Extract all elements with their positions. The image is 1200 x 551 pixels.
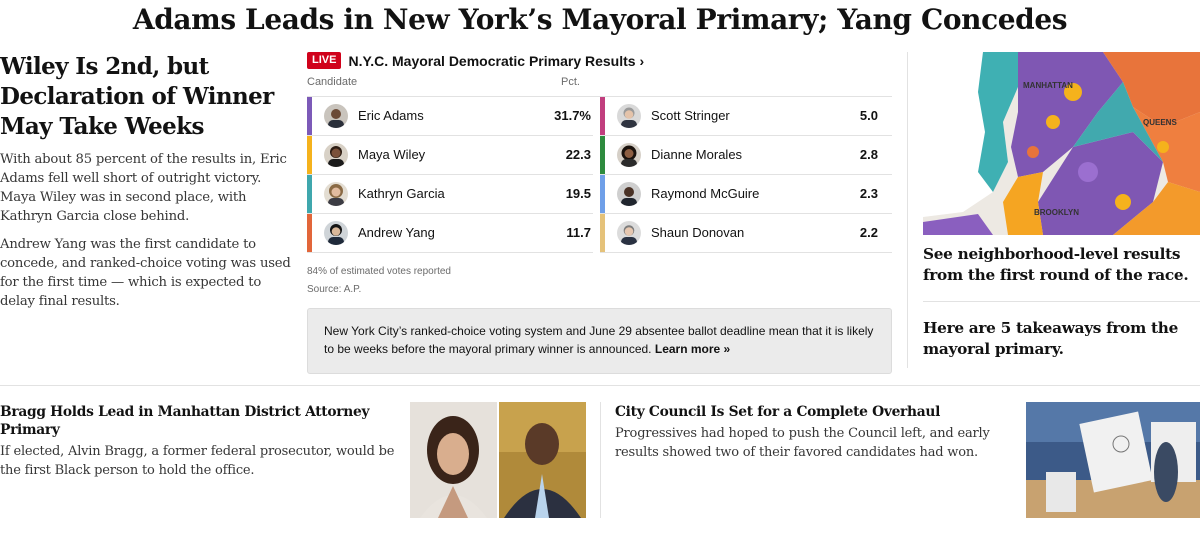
candidate-row: Maya Wiley 22.3	[307, 136, 593, 175]
candidate-name: Shaun Donovan	[651, 225, 744, 240]
candidate-row: Raymond McGuire 2.3	[600, 175, 892, 214]
story-summary: If elected, Alvin Bragg, a former federa…	[0, 442, 396, 480]
candidate-row: Eric Adams 31.7%	[307, 97, 593, 136]
results-heading[interactable]: N.Y.C. Mayoral Democratic Primary Result…	[348, 53, 644, 69]
live-badge: LIVE	[307, 52, 341, 69]
ranked-choice-notice: New York City’s ranked-choice voting sys…	[307, 308, 892, 374]
results-map[interactable]: MANHATTAN QUEENS BROOKLYN	[923, 52, 1200, 235]
story-city-council-photo[interactable]	[1026, 402, 1200, 518]
sidebar-divider	[923, 301, 1200, 302]
candidate-avatar	[324, 104, 348, 128]
page-headline[interactable]: Adams Leads in New York’s Mayoral Primar…	[0, 0, 1200, 40]
lead-story-summary: With about 85 percent of the results in,…	[0, 150, 296, 226]
learn-more-link[interactable]: Learn more »	[655, 342, 730, 356]
candidate-row: Shaun Donovan 2.2	[600, 214, 892, 253]
candidate-name: Raymond McGuire	[651, 186, 759, 201]
results-table: Eric Adams 31.7% Maya Wiley 22.3 Kathryn…	[307, 96, 892, 253]
candidate-row: Kathryn Garcia 19.5	[307, 175, 593, 214]
map-label-brooklyn: BROOKLYN	[1034, 208, 1079, 217]
story-summary: Progressives had hoped to push the Counc…	[615, 424, 1015, 462]
candidate-pct: 2.3	[860, 186, 878, 201]
pct-column-header: Pct.	[561, 76, 580, 88]
results-column-right: Scott Stringer 5.0 Dianne Morales 2.8 Ra…	[600, 97, 892, 253]
results-title-link[interactable]: LIVE N.Y.C. Mayoral Democratic Primary R…	[307, 52, 892, 69]
candidate-avatar	[617, 104, 641, 128]
candidate-avatar	[324, 182, 348, 206]
candidate-name: Maya Wiley	[358, 147, 425, 162]
lead-story-title[interactable]: Wiley Is 2nd, but Declaration of Winner …	[0, 52, 296, 142]
results-column-headers: Candidate Pct.	[307, 74, 892, 96]
candidate-color-swatch	[600, 214, 605, 252]
results-widget: LIVE N.Y.C. Mayoral Democratic Primary R…	[307, 52, 892, 374]
candidate-pct: 2.2	[860, 225, 878, 240]
story-city-council[interactable]: City Council Is Set for a Complete Overh…	[615, 403, 1015, 462]
candidate-row: Andrew Yang 11.7	[307, 214, 593, 253]
neighborhood-results-link[interactable]: See neighborhood-level results from the …	[923, 244, 1200, 286]
candidate-pct: 2.8	[860, 147, 878, 162]
results-column-left: Eric Adams 31.7% Maya Wiley 22.3 Kathryn…	[307, 97, 593, 253]
candidate-color-swatch	[600, 97, 605, 135]
candidate-avatar	[617, 143, 641, 167]
candidate-name: Kathryn Garcia	[358, 186, 445, 201]
candidate-name: Eric Adams	[358, 108, 424, 123]
story-divider	[600, 402, 601, 518]
candidate-color-swatch	[307, 136, 312, 174]
candidate-color-swatch	[307, 175, 312, 213]
notice-text: New York City’s ranked-choice voting sys…	[324, 324, 873, 356]
column-divider	[907, 52, 908, 368]
section-divider	[0, 385, 1200, 386]
candidate-pct: 31.7%	[554, 108, 591, 123]
candidate-name: Dianne Morales	[651, 147, 742, 162]
map-label-manhattan: MANHATTAN	[1023, 81, 1073, 90]
candidate-color-swatch	[307, 214, 312, 252]
candidate-pct: 5.0	[860, 108, 878, 123]
lead-story-summary-2: Andrew Yang was the first candidate to c…	[0, 235, 296, 311]
map-label-queens: QUEENS	[1143, 118, 1177, 127]
results-source: Source: A.P.	[307, 281, 892, 299]
candidate-pct: 19.5	[566, 186, 591, 201]
story-bragg[interactable]: Bragg Holds Lead in Manhattan District A…	[0, 403, 396, 480]
candidate-color-swatch	[600, 175, 605, 213]
candidate-avatar	[617, 221, 641, 245]
candidate-name: Andrew Yang	[358, 225, 435, 240]
candidate-pct: 22.3	[566, 147, 591, 162]
candidate-color-swatch	[600, 136, 605, 174]
candidate-avatar	[617, 182, 641, 206]
story-bragg-photo[interactable]	[410, 402, 586, 518]
candidate-avatar	[324, 221, 348, 245]
candidate-photo	[410, 402, 497, 518]
results-footnote: 84% of estimated votes reported Source: …	[307, 263, 892, 299]
candidate-column-header: Candidate	[307, 76, 357, 88]
candidate-pct: 11.7	[566, 225, 591, 240]
lead-story[interactable]: Wiley Is 2nd, but Declaration of Winner …	[0, 52, 296, 320]
takeaways-link[interactable]: Here are 5 takeaways from the mayoral pr…	[923, 318, 1200, 360]
votes-reported: 84% of estimated votes reported	[307, 263, 892, 281]
candidate-avatar	[324, 143, 348, 167]
story-title[interactable]: City Council Is Set for a Complete Overh…	[615, 403, 1015, 421]
candidate-name: Scott Stringer	[651, 108, 730, 123]
candidate-color-swatch	[307, 97, 312, 135]
story-title[interactable]: Bragg Holds Lead in Manhattan District A…	[0, 403, 396, 439]
candidate-row: Dianne Morales 2.8	[600, 136, 892, 175]
candidate-row: Scott Stringer 5.0	[600, 97, 892, 136]
candidate-photo	[499, 402, 586, 518]
